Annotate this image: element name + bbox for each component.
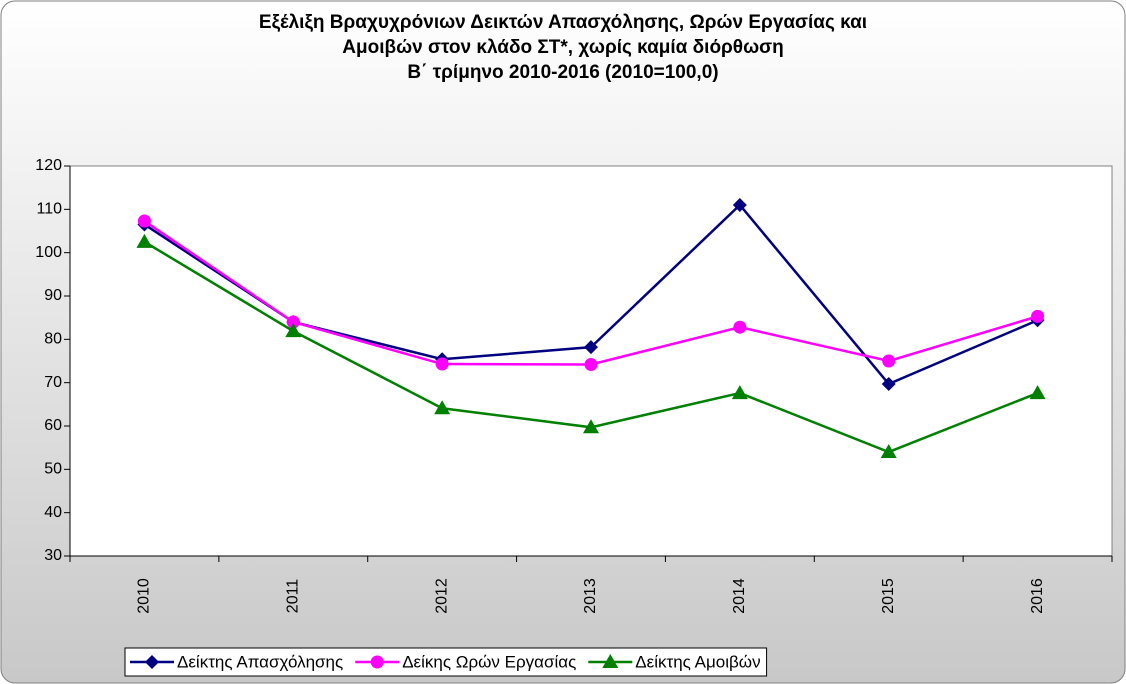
x-tick-label: 2011 (285, 579, 302, 614)
marker (733, 320, 747, 334)
marker (286, 315, 300, 329)
legend-label: Δείκτης Απασχόλησης (177, 652, 343, 671)
marker (137, 214, 151, 228)
legend-label: Δείκης Ωρών Εργασίας (402, 652, 576, 671)
legend: Δείκτης Απασχόλησης Δείκης Ωρών Εργασίας Δ… (124, 647, 768, 677)
y-tick-label: 70 (44, 374, 62, 391)
y-tick-label: 110 (36, 201, 62, 218)
marker (731, 385, 748, 400)
marker (1031, 309, 1045, 323)
chart-title: Εξέλιξη Βραχυχρόνιων Δεικτών Απασχόλησης… (259, 12, 867, 33)
y-tick-label: 30 (44, 547, 62, 564)
marker (732, 198, 747, 212)
legend-box (124, 647, 768, 677)
marker (583, 419, 599, 434)
marker (602, 654, 619, 668)
x-tick-label: 2016 (1029, 578, 1046, 614)
marker (136, 233, 153, 248)
chart-title: Αμοιβών στον κλάδο ΣΤ*, χωρίς καμία διόρ… (342, 37, 783, 58)
y-tick-label: 60 (44, 417, 62, 434)
chart-title: Β΄ τρίμηνο 2010-2016 (2010=100,0) (407, 62, 718, 83)
marker (145, 655, 159, 669)
y-tick-label: 100 (35, 244, 62, 261)
y-tick-label: 50 (44, 461, 62, 478)
marker (434, 400, 451, 415)
marker (584, 357, 598, 371)
marker (1029, 385, 1046, 400)
marker (880, 444, 897, 458)
marker (584, 340, 598, 355)
y-tick-label: 90 (44, 287, 62, 304)
y-tick-label: 120 (35, 157, 62, 174)
x-tick-label: 2013 (582, 578, 599, 614)
y-tick-label: 80 (44, 331, 62, 348)
y-tick-label: 40 (44, 504, 62, 521)
marker (370, 655, 384, 669)
legend-label: Δείκτης Αμοιβών (635, 652, 760, 671)
x-tick-label: 2014 (731, 578, 748, 614)
marker (881, 376, 896, 391)
x-tick-label: 2012 (433, 578, 450, 614)
marker (285, 323, 302, 338)
x-tick-label: 2010 (136, 578, 153, 614)
marker (882, 354, 896, 368)
x-tick-label: 2015 (880, 578, 897, 614)
marker (435, 357, 449, 371)
